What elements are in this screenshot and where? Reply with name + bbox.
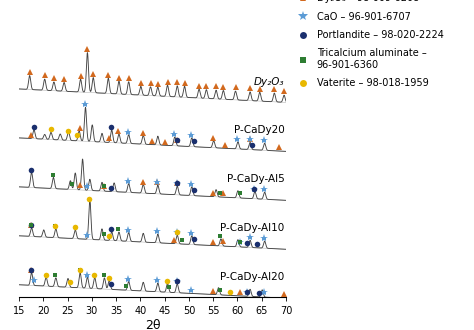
Text: P-CaDy-Al10: P-CaDy-Al10 xyxy=(220,223,284,233)
Text: P-CaDy-Al20: P-CaDy-Al20 xyxy=(220,272,284,282)
Text: P-CaDy-Al5: P-CaDy-Al5 xyxy=(227,175,284,184)
Legend: Dy₂O₃ – 98-009-6208, CaO – 96-901-6707, Portlandite – 98-020-2224, Tricalcium al: Dy₂O₃ – 98-009-6208, CaO – 96-901-6707, … xyxy=(293,0,444,88)
Text: P-CaDy20: P-CaDy20 xyxy=(234,125,284,136)
X-axis label: 2θ: 2θ xyxy=(145,319,160,330)
Text: Dy₂O₃: Dy₂O₃ xyxy=(254,77,284,86)
